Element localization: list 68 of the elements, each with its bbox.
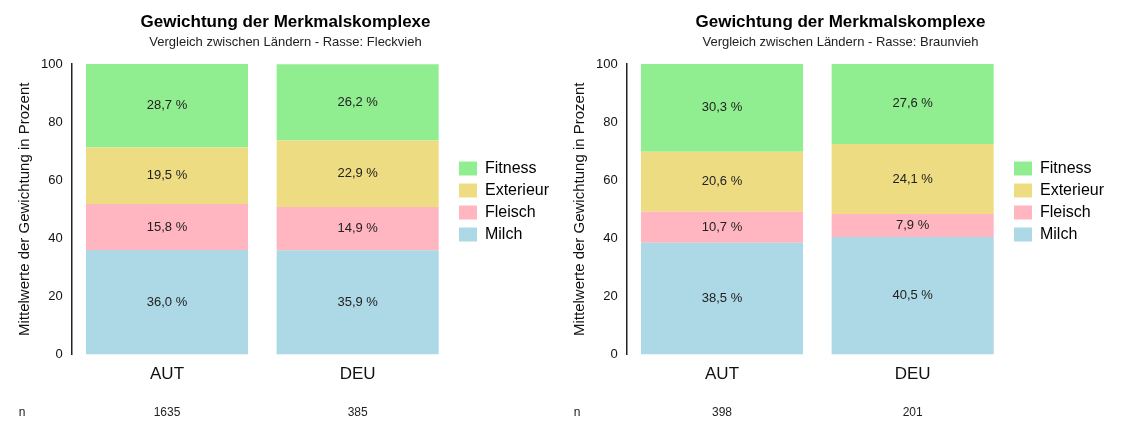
- data-label: 7,9 %: [896, 217, 930, 233]
- bar: [276, 206, 439, 251]
- bar: [640, 211, 804, 243]
- bar: [276, 140, 439, 207]
- legend-label: Milch: [484, 224, 523, 242]
- bar: [85, 64, 249, 148]
- bar: [276, 250, 439, 355]
- x-tick-label: AUT: [150, 364, 185, 384]
- data-label: 19,5 %: [146, 167, 188, 183]
- x-tick-label: AUT: [705, 364, 740, 384]
- y-tick-label: 40: [603, 229, 618, 245]
- text: 385: [347, 405, 368, 420]
- bar: [831, 143, 994, 214]
- y-axis-title: Mittelwerte der Gewichtung in Prozent: [570, 81, 588, 337]
- bar: [831, 64, 994, 144]
- legend-label: Exterieur: [484, 180, 550, 198]
- x-tick-label: DEU: [339, 364, 376, 384]
- bar: [85, 204, 249, 250]
- y-tick-label: 0: [610, 346, 618, 362]
- data-label: 40,5 %: [892, 287, 934, 303]
- bar: [85, 147, 249, 205]
- data-label: 26,2 %: [337, 93, 379, 109]
- data-label: 22,9 %: [337, 165, 379, 181]
- text: n: [573, 405, 581, 420]
- legend-label: Fitness: [484, 158, 537, 176]
- y-tick-label: 60: [48, 171, 63, 187]
- legend-label: Fleisch: [1039, 202, 1091, 220]
- data-label: 10,7 %: [701, 218, 743, 234]
- data-label: 35,9 %: [337, 294, 379, 310]
- data-label: 15,8 %: [146, 218, 188, 234]
- text: n: [18, 405, 26, 420]
- y-tick-label: 0: [55, 346, 63, 362]
- data-label: 38,5 %: [701, 290, 743, 306]
- text: 1635: [153, 405, 181, 420]
- bar: [831, 236, 994, 355]
- bar: [640, 64, 804, 152]
- y-tick-label: 60: [603, 171, 618, 187]
- y-tick-label: 80: [603, 113, 618, 129]
- legend-label: Fitness: [1039, 158, 1092, 176]
- bar: [85, 249, 249, 355]
- data-label: 20,6 %: [701, 173, 743, 189]
- chart-subtitle: Vergleich zwischen Ländern - Rasse: Braunvieh: [702, 33, 979, 49]
- y-tick-label: 100: [595, 55, 618, 71]
- legend-label: Exterieur: [1039, 180, 1105, 198]
- text: 201: [902, 405, 923, 420]
- data-label: 36,0 %: [146, 293, 188, 309]
- text: 398: [712, 405, 733, 420]
- legend-label: Fleisch: [484, 202, 536, 220]
- chart-title: Gewichtung der Merkmalskomplexe: [695, 11, 986, 31]
- y-tick-label: 80: [48, 113, 63, 129]
- data-label: 30,3 %: [701, 99, 743, 115]
- data-label: 27,6 %: [892, 95, 934, 111]
- bar: [831, 213, 994, 237]
- y-axis-title: Mittelwerte der Gewichtung in Prozent: [15, 81, 33, 337]
- data-label: 14,9 %: [337, 220, 379, 236]
- y-tick-label: 40: [48, 229, 63, 245]
- y-tick-label: 100: [40, 55, 63, 71]
- bar: [640, 242, 804, 355]
- x-tick-label: DEU: [894, 364, 931, 384]
- y-tick-label: 20: [48, 288, 63, 304]
- data-label: 24,1 %: [892, 170, 934, 186]
- y-tick-label: 20: [603, 288, 618, 304]
- bar: [276, 64, 439, 141]
- chart-subtitle: Vergleich zwischen Ländern - Rasse: Fleckvieh: [149, 33, 422, 49]
- data-label: 28,7 %: [146, 97, 188, 113]
- chart-title: Gewichtung der Merkmalskomplexe: [140, 11, 431, 31]
- legend-label: Milch: [1039, 224, 1078, 242]
- bar: [640, 151, 804, 212]
